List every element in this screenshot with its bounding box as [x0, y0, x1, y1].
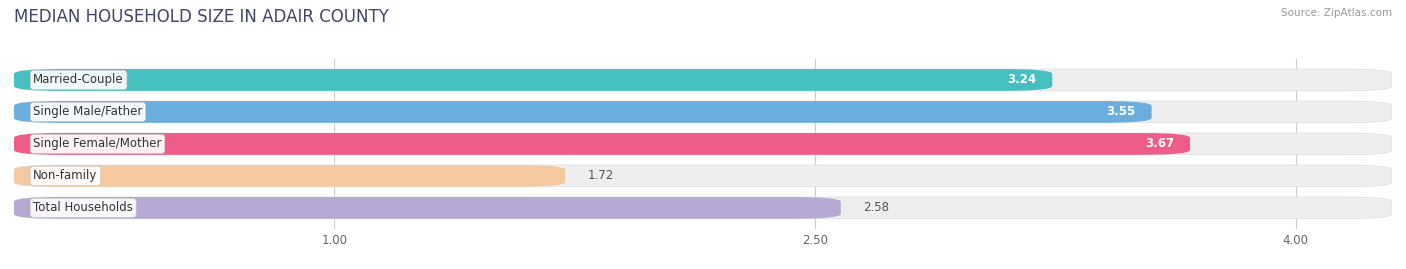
- Text: 1.72: 1.72: [588, 169, 614, 182]
- FancyBboxPatch shape: [14, 133, 1392, 155]
- FancyBboxPatch shape: [14, 69, 1392, 91]
- Text: MEDIAN HOUSEHOLD SIZE IN ADAIR COUNTY: MEDIAN HOUSEHOLD SIZE IN ADAIR COUNTY: [14, 8, 389, 26]
- Text: 3.67: 3.67: [1144, 137, 1174, 150]
- Text: Single Male/Father: Single Male/Father: [34, 105, 142, 118]
- Text: Married-Couple: Married-Couple: [34, 73, 124, 86]
- Text: Single Female/Mother: Single Female/Mother: [34, 137, 162, 150]
- FancyBboxPatch shape: [14, 101, 1392, 123]
- Text: 3.55: 3.55: [1107, 105, 1136, 118]
- FancyBboxPatch shape: [14, 197, 1392, 219]
- FancyBboxPatch shape: [14, 133, 1189, 155]
- FancyBboxPatch shape: [14, 101, 1152, 123]
- FancyBboxPatch shape: [14, 197, 841, 219]
- Text: Non-family: Non-family: [34, 169, 97, 182]
- Text: 3.24: 3.24: [1007, 73, 1036, 86]
- Text: Source: ZipAtlas.com: Source: ZipAtlas.com: [1281, 8, 1392, 18]
- Text: 2.58: 2.58: [863, 201, 889, 214]
- FancyBboxPatch shape: [14, 165, 565, 187]
- Text: Total Households: Total Households: [34, 201, 134, 214]
- FancyBboxPatch shape: [14, 69, 1052, 91]
- FancyBboxPatch shape: [14, 165, 1392, 187]
